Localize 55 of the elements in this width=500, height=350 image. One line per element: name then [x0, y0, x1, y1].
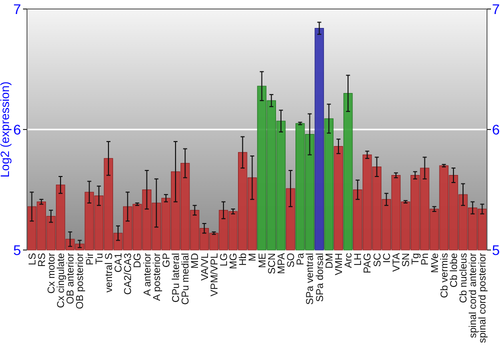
x-tick-label: MD — [190, 253, 202, 269]
x-tick-label: SPa dorsal — [314, 253, 326, 302]
x-tick-label: DG — [132, 252, 144, 268]
x-tick-label: CPu lateral — [171, 253, 182, 302]
x-tick-label: Cb lobe — [448, 252, 460, 288]
x-tick-label: Hb — [238, 252, 250, 266]
y2-tick-label: 7 — [492, 0, 500, 17]
x-tick-label: Tu — [94, 253, 106, 264]
x-tick-label: spinal cord posterior — [478, 252, 489, 344]
y-axis-title: Log2 (expression) — [0, 81, 12, 178]
x-tick-label: VTA — [391, 252, 402, 272]
x-tick-label: SO — [286, 252, 298, 268]
x-tick-label: ventral S — [104, 252, 115, 292]
x-tick-label: OB anterior — [66, 252, 77, 304]
x-tick-label: PAG — [362, 252, 374, 274]
x-tick-label: Cx motor — [46, 252, 58, 294]
x-tick-label: OB posterior — [75, 252, 86, 310]
x-tick-label: ME — [257, 252, 268, 268]
x-tick-label: Arc — [344, 253, 355, 268]
x-tick-label: Pir — [84, 252, 96, 266]
x-tick-label: MVe — [430, 252, 441, 274]
x-tick-label: SN — [401, 253, 412, 267]
x-tick-label: A posterior — [152, 252, 163, 301]
x-tick-label: RS — [36, 252, 48, 267]
x-tick-label: MPA — [276, 252, 288, 274]
x-tick-label: Cx cingulate — [56, 252, 68, 308]
x-tick-label: SC — [372, 253, 384, 267]
x-tick-label: VMH — [334, 253, 345, 276]
x-tick-label: CPu medial — [180, 253, 192, 305]
x-tick-label: SPa ventral — [305, 253, 316, 305]
x-tick-label: spinal cord anterior — [468, 252, 480, 338]
x-tick-label: SCN — [266, 253, 278, 274]
x-tick-label: Cb nucleus — [458, 253, 470, 304]
x-tick-label: Tg — [410, 253, 422, 265]
x-tick-label: LH — [353, 253, 364, 266]
x-tick-label: GP — [161, 252, 172, 268]
x-tick-label: VPM/VPL — [209, 252, 220, 296]
x-tick-label: A anterior — [142, 252, 154, 296]
x-tick-label: DM — [324, 253, 336, 269]
x-tick-label: Cb vermis — [439, 253, 450, 298]
x-tick-label: MG — [228, 252, 240, 270]
x-tick-label: Pn — [420, 253, 432, 266]
x-tick-label: LS — [27, 252, 38, 266]
x-tick-label: VA/VL — [200, 252, 211, 281]
x-tick-label: CA1 — [114, 252, 125, 272]
x-tick-label: CA2/CA3 — [123, 252, 134, 295]
x-tick-label: Pa — [296, 252, 307, 266]
x-tick-label: IC — [382, 253, 393, 263]
y-tick-label: 7 — [13, 0, 22, 17]
x-tick-label: LG — [218, 252, 230, 266]
x-tick-label: M — [248, 253, 259, 262]
y2-tick-label: 5 — [492, 242, 500, 258]
y-tick-label: 6 — [13, 121, 22, 138]
y2-tick-label: 6 — [492, 121, 500, 138]
y-tick-label: 5 — [13, 242, 22, 258]
